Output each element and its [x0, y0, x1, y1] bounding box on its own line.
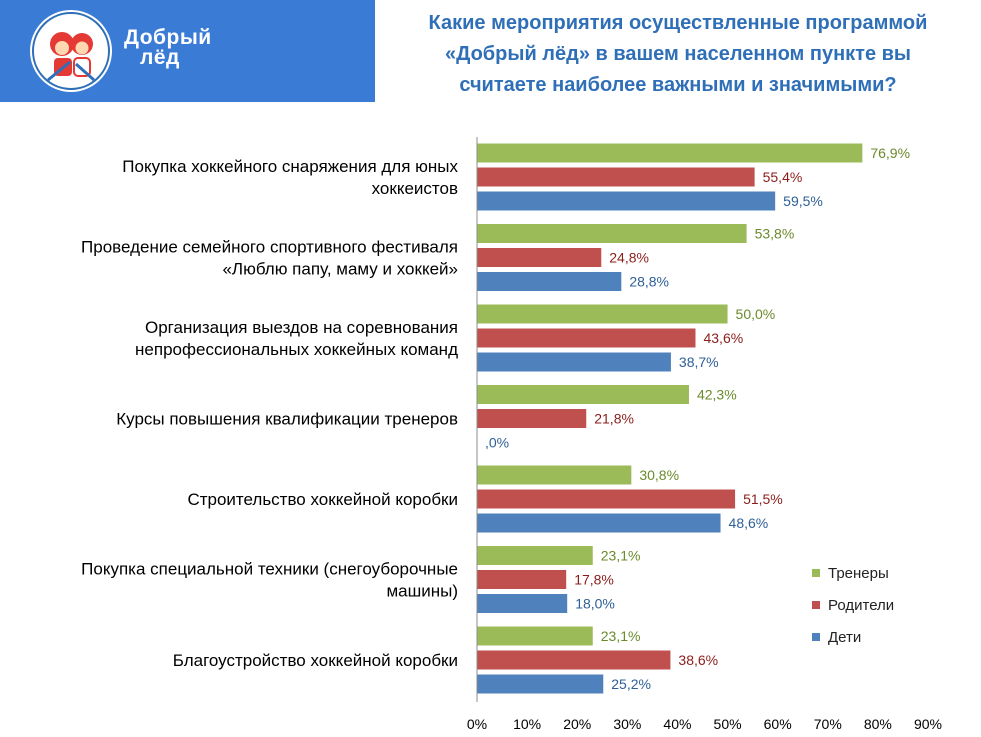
- data-label-parents: 17,8%: [574, 572, 614, 588]
- bar-trainers: [477, 224, 747, 243]
- category-label: Благоустройство хоккейной коробки: [173, 651, 458, 670]
- data-label-children: 38,7%: [679, 354, 719, 370]
- data-label-parents: 24,8%: [609, 250, 649, 266]
- legend-swatch: [812, 601, 820, 609]
- title-line-2: «Добрый лёд» в вашем населенном пункте в…: [444, 43, 912, 65]
- data-label-parents: 51,5%: [743, 491, 783, 507]
- x-tick-label: 70%: [814, 716, 842, 732]
- category-label: хоккеистов: [372, 179, 458, 198]
- logo-word-1: Добрый: [124, 26, 212, 49]
- bar-trainers: [477, 546, 593, 565]
- bar-parents: [477, 328, 696, 348]
- bar-trainers: [477, 143, 863, 163]
- bar-trainers: [477, 304, 728, 324]
- legend-label: Тренеры: [828, 565, 889, 582]
- data-label-trainers: 76,9%: [870, 145, 910, 161]
- page-title: Какие мероприятия осуществленные програм…: [378, 8, 978, 101]
- data-label-parents: 21,8%: [594, 411, 634, 427]
- x-tick-label: 60%: [764, 716, 792, 732]
- bar-children: [477, 513, 721, 533]
- legend-swatch: [812, 569, 820, 577]
- x-tick-label: 90%: [914, 716, 942, 732]
- bar-parents: [477, 167, 755, 187]
- bar-parents: [477, 409, 587, 428]
- header-banner: Добрый лёд: [0, 0, 375, 102]
- x-tick-label: 10%: [513, 716, 541, 732]
- data-label-parents: 38,6%: [678, 652, 718, 668]
- data-label-parents: 55,4%: [763, 169, 803, 185]
- bar-trainers: [477, 465, 632, 485]
- bar-children: [477, 191, 776, 211]
- category-label: Покупка хоккейного снаряжения для юных: [122, 157, 458, 176]
- legend-item-children: Дети: [812, 629, 861, 647]
- x-tick-label: 0%: [467, 716, 487, 732]
- bar-parents: [477, 570, 567, 589]
- bar-parents: [477, 248, 602, 267]
- bar-children: [477, 272, 622, 291]
- data-label-trainers: 23,1%: [601, 548, 641, 564]
- data-label-trainers: 30,8%: [639, 467, 679, 483]
- data-label-trainers: 50,0%: [736, 306, 776, 322]
- category-label: Организация выездов на соревнования: [145, 318, 458, 337]
- data-label-parents: 43,6%: [703, 330, 743, 346]
- category-label: Покупка специальной техники (снегоубороч…: [81, 560, 458, 579]
- hockey-kids-logo-icon: [30, 10, 112, 92]
- data-label-trainers: 42,3%: [697, 387, 737, 403]
- bar-children: [477, 352, 671, 372]
- category-label: Проведение семейного спортивного фестива…: [81, 238, 458, 257]
- data-label-trainers: 53,8%: [755, 226, 795, 242]
- x-tick-label: 30%: [613, 716, 641, 732]
- legend-item-trainers: Тренеры: [812, 565, 889, 583]
- x-tick-label: 20%: [563, 716, 591, 732]
- x-tick-label: 40%: [663, 716, 691, 732]
- legend-label: Родители: [828, 597, 895, 614]
- legend-item-parents: Родители: [812, 597, 894, 615]
- bar-trainers: [477, 626, 593, 646]
- data-label-children: 48,6%: [729, 515, 769, 531]
- bar-children: [477, 674, 604, 694]
- data-label-children: 28,8%: [629, 274, 669, 290]
- category-label: машины): [386, 582, 458, 601]
- logo-word-2: лёд: [140, 46, 180, 69]
- data-label-trainers: 23,1%: [601, 628, 641, 644]
- data-label-children: ,0%: [485, 435, 509, 451]
- x-tick-label: 80%: [864, 716, 892, 732]
- category-label: «Люблю папу, маму и хоккей»: [222, 260, 458, 279]
- title-line-3: считаете наиболее важными и значимыми?: [459, 74, 897, 96]
- category-label: Строительство хоккейной коробки: [187, 490, 458, 509]
- data-label-children: 18,0%: [575, 596, 615, 612]
- data-label-children: 25,2%: [611, 676, 651, 692]
- bar-parents: [477, 650, 671, 670]
- logo-wordmark: Добрый лёд: [124, 26, 224, 69]
- title-line-1: Какие мероприятия осуществленные програм…: [428, 12, 928, 34]
- bar-parents: [477, 489, 736, 509]
- category-label: Курсы повышения квалификации тренеров: [116, 410, 458, 429]
- data-label-children: 59,5%: [783, 193, 823, 209]
- bar-trainers: [477, 385, 689, 404]
- bar-children: [477, 594, 568, 613]
- legend-label: Дети: [828, 629, 862, 646]
- x-tick-label: 50%: [714, 716, 742, 732]
- category-label: непрофессиональных хоккейных команд: [135, 340, 458, 359]
- legend-swatch: [812, 633, 820, 641]
